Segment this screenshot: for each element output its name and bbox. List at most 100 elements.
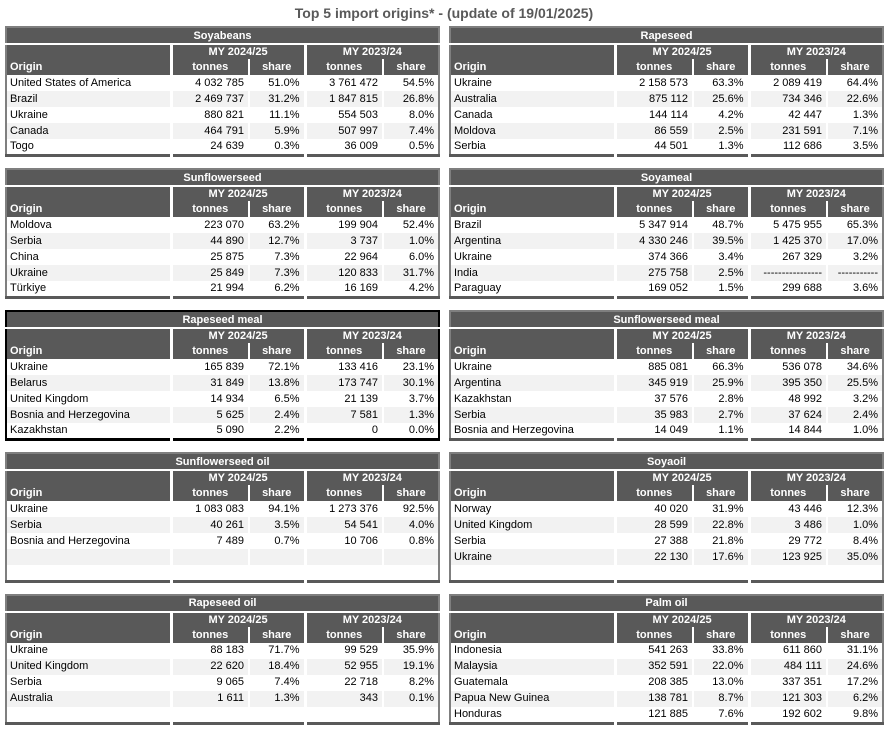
tonnes-cell: 14 844 [747, 423, 827, 440]
origin-cell: Ukraine [6, 642, 171, 659]
table-title-row: Rapeseed meal [6, 311, 439, 329]
share-cell: 1.0% [825, 423, 884, 440]
period-2024-25-header: MY 2024/25 [169, 470, 305, 485]
tonnes-cell: 40 020 [613, 501, 693, 517]
table-row: Serbia 9 065 7.4% 22 718 8.2% [6, 674, 440, 691]
tonnes-cell: 9 065 [169, 674, 249, 691]
share-cell: 31.9% [692, 501, 749, 517]
tonnes-cell: 25 875 [169, 249, 249, 265]
period-2023-24-header: MY 2023/24 [303, 470, 440, 485]
tonnes-cell: 35 983 [613, 407, 693, 423]
share-cell: 8.7% [692, 690, 749, 707]
origin-cell: Papua New Guinea [450, 690, 615, 707]
table-row: Ukraine 880 821 11.1% 554 503 8.0% [6, 107, 440, 123]
share-cell: 7.3% [248, 249, 305, 265]
origin-cell: Moldova [6, 217, 171, 233]
tonnes-cell: 345 919 [613, 375, 693, 391]
table-row: Canada 464 791 5.9% 507 997 7.4% [6, 123, 440, 139]
share-header: share [692, 343, 749, 359]
column-header-row: Origin tonnes share tonnes share [450, 343, 884, 359]
tonnes-cell [169, 549, 249, 565]
share-cell: 2.8% [692, 391, 749, 407]
share-cell: 7.1% [826, 123, 883, 139]
tonnes-cell: 0 [303, 423, 383, 440]
tonnes-header: tonnes [747, 626, 827, 643]
share-cell: 0.0% [382, 423, 439, 440]
tonnes-cell: 36 009 [303, 139, 383, 156]
origin-cell: United Kingdom [6, 658, 171, 675]
share-cell: 1.3% [248, 690, 305, 707]
share-cell: 7.4% [381, 123, 440, 139]
share-cell: 6.2% [825, 690, 884, 707]
origin-cell: Malaysia [450, 658, 615, 675]
share-cell: 35.0% [825, 549, 884, 565]
share-cell: 3.2% [825, 391, 884, 407]
origin-header-spacer [450, 470, 615, 485]
table-row: Moldova 223 070 63.2% 199 904 52.4% [6, 217, 440, 233]
tonnes-cell: 2 469 737 [169, 91, 249, 107]
tonnes-cell: 165 839 [169, 359, 249, 375]
tonnes-cell: 133 416 [303, 359, 383, 375]
share-cell: 7.6% [692, 706, 749, 723]
share-header: share [381, 626, 440, 643]
origin-cell: Ukraine [6, 265, 171, 281]
commodity-table: Rapeseed MY 2024/25 MY 2023/24 Origin to… [449, 26, 884, 157]
column-header-row: Origin tonnes share tonnes share [6, 59, 440, 75]
share-cell: 92.5% [381, 501, 440, 517]
share-header: share [248, 343, 305, 359]
commodity-table: Soyaoil MY 2024/25 MY 2023/24 Origin ton… [449, 452, 885, 583]
origin-cell: Togo [6, 139, 171, 156]
tonnes-cell: 31 849 [169, 375, 249, 391]
tonnes-header: tonnes [169, 59, 249, 75]
table-title-row: Palm oil [450, 594, 884, 613]
share-cell: 48.7% [692, 217, 749, 233]
tonnes-cell: 10 706 [303, 533, 383, 549]
tonnes-cell: 121 885 [613, 706, 693, 723]
share-cell: 0.8% [381, 533, 440, 549]
table-row: Bosnia and Herzegovina 14 049 1.1% 14 844 1.… [450, 423, 884, 440]
tonnes-header: tonnes [613, 59, 693, 75]
share-cell: 72.1% [248, 359, 305, 375]
tonnes-cell: 2 089 419 [747, 75, 827, 91]
origin-cell: China [6, 249, 171, 265]
table-body: United States of America 4 032 785 51.0% 3 … [6, 75, 440, 156]
tonnes-cell: 352 591 [613, 658, 693, 675]
origin-cell: Canada [6, 123, 171, 139]
tonnes-cell: 27 388 [613, 533, 693, 549]
origin-header-spacer [450, 611, 615, 627]
share-cell: 2.7% [692, 407, 749, 423]
table-row: Ukraine 25 849 7.3% 120 833 31.7% [6, 265, 440, 281]
origin-header: Origin [6, 59, 171, 75]
period-2023-24-header: MY 2023/24 [747, 328, 884, 343]
origin-cell: Türkiye [6, 281, 171, 298]
origin-cell: United Kingdom [6, 391, 171, 407]
origin-cell: Argentina [450, 375, 615, 391]
table-row: Togo 24 639 0.3% 36 009 0.5% [6, 139, 440, 156]
share-cell: 0.3% [248, 139, 305, 156]
tonnes-cell: 507 997 [303, 123, 383, 139]
share-cell: 2.4% [248, 407, 305, 423]
table-title-row: Rapeseed [450, 27, 883, 45]
share-cell: 2.4% [825, 407, 884, 423]
share-cell: 6.2% [248, 281, 305, 298]
origin-cell: Serbia [450, 139, 615, 156]
share-cell: 1.0% [825, 517, 884, 533]
share-cell: 7.4% [248, 674, 305, 691]
table-row: Norway 40 020 31.9% 43 446 12.3% [450, 501, 884, 517]
share-header: share [381, 485, 440, 501]
tonnes-cell: 22 620 [169, 658, 249, 675]
origin-cell: Indonesia [450, 642, 615, 659]
origin-cell: Honduras [450, 706, 615, 723]
share-cell: 3.5% [248, 517, 305, 533]
column-header-row: Origin tonnes share tonnes share [450, 201, 884, 217]
table-row: Ukraine 165 839 72.1% 133 416 23.1% [6, 359, 439, 375]
share-cell: 66.3% [692, 359, 749, 375]
share-cell: 34.6% [825, 359, 884, 375]
share-cell: 6.5% [248, 391, 305, 407]
share-header: share [382, 343, 439, 359]
tonnes-header: tonnes [613, 201, 693, 217]
share-cell: 1.0% [381, 233, 440, 249]
share-cell: 3.6% [825, 281, 884, 298]
commodity-table: Sunflowerseed MY 2024/25 MY 2023/24 Orig… [5, 168, 441, 299]
table-row: Bosnia and Herzegovina 5 625 2.4% 7 581 1.3% [6, 407, 439, 423]
